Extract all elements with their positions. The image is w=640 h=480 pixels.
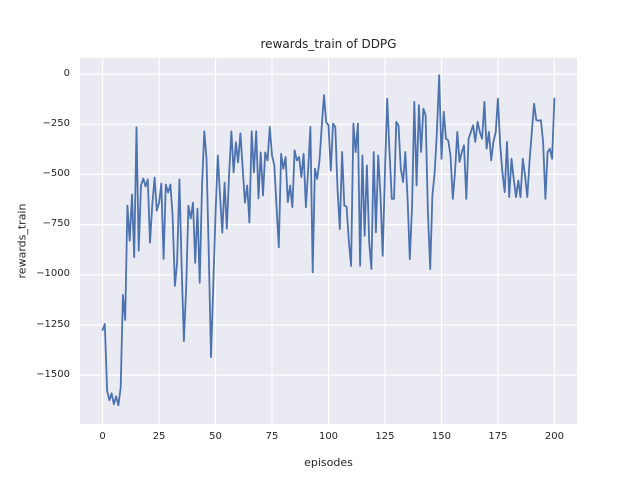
x-tick-label: 75 [265,431,279,442]
y-tick-label: −1250 [36,318,70,330]
x-tick-label: 175 [488,431,508,442]
y-tick-label: −250 [42,117,70,129]
y-axis-label: rewards_train [15,203,29,279]
y-tick-label: −750 [42,218,70,230]
y-tick-label: −1500 [36,368,70,380]
y-tick-label: 0 [63,67,70,79]
grid [80,58,577,424]
y-tick-label: −1000 [36,268,70,280]
y-tick-label: −500 [42,167,70,179]
x-axis-label: episodes [304,456,353,469]
x-tick-label: 200 [544,431,564,442]
x-tick-label: 150 [431,431,451,442]
x-tick-label: 100 [318,431,339,442]
x-tick-label: 25 [152,431,166,442]
series-line-rewards-train [101,74,556,407]
x-tick-label: 125 [375,431,395,442]
x-tick-label: 0 [99,431,106,442]
chart-title: rewards_train of DDPG [260,37,397,51]
x-tick-label: 50 [209,431,222,442]
